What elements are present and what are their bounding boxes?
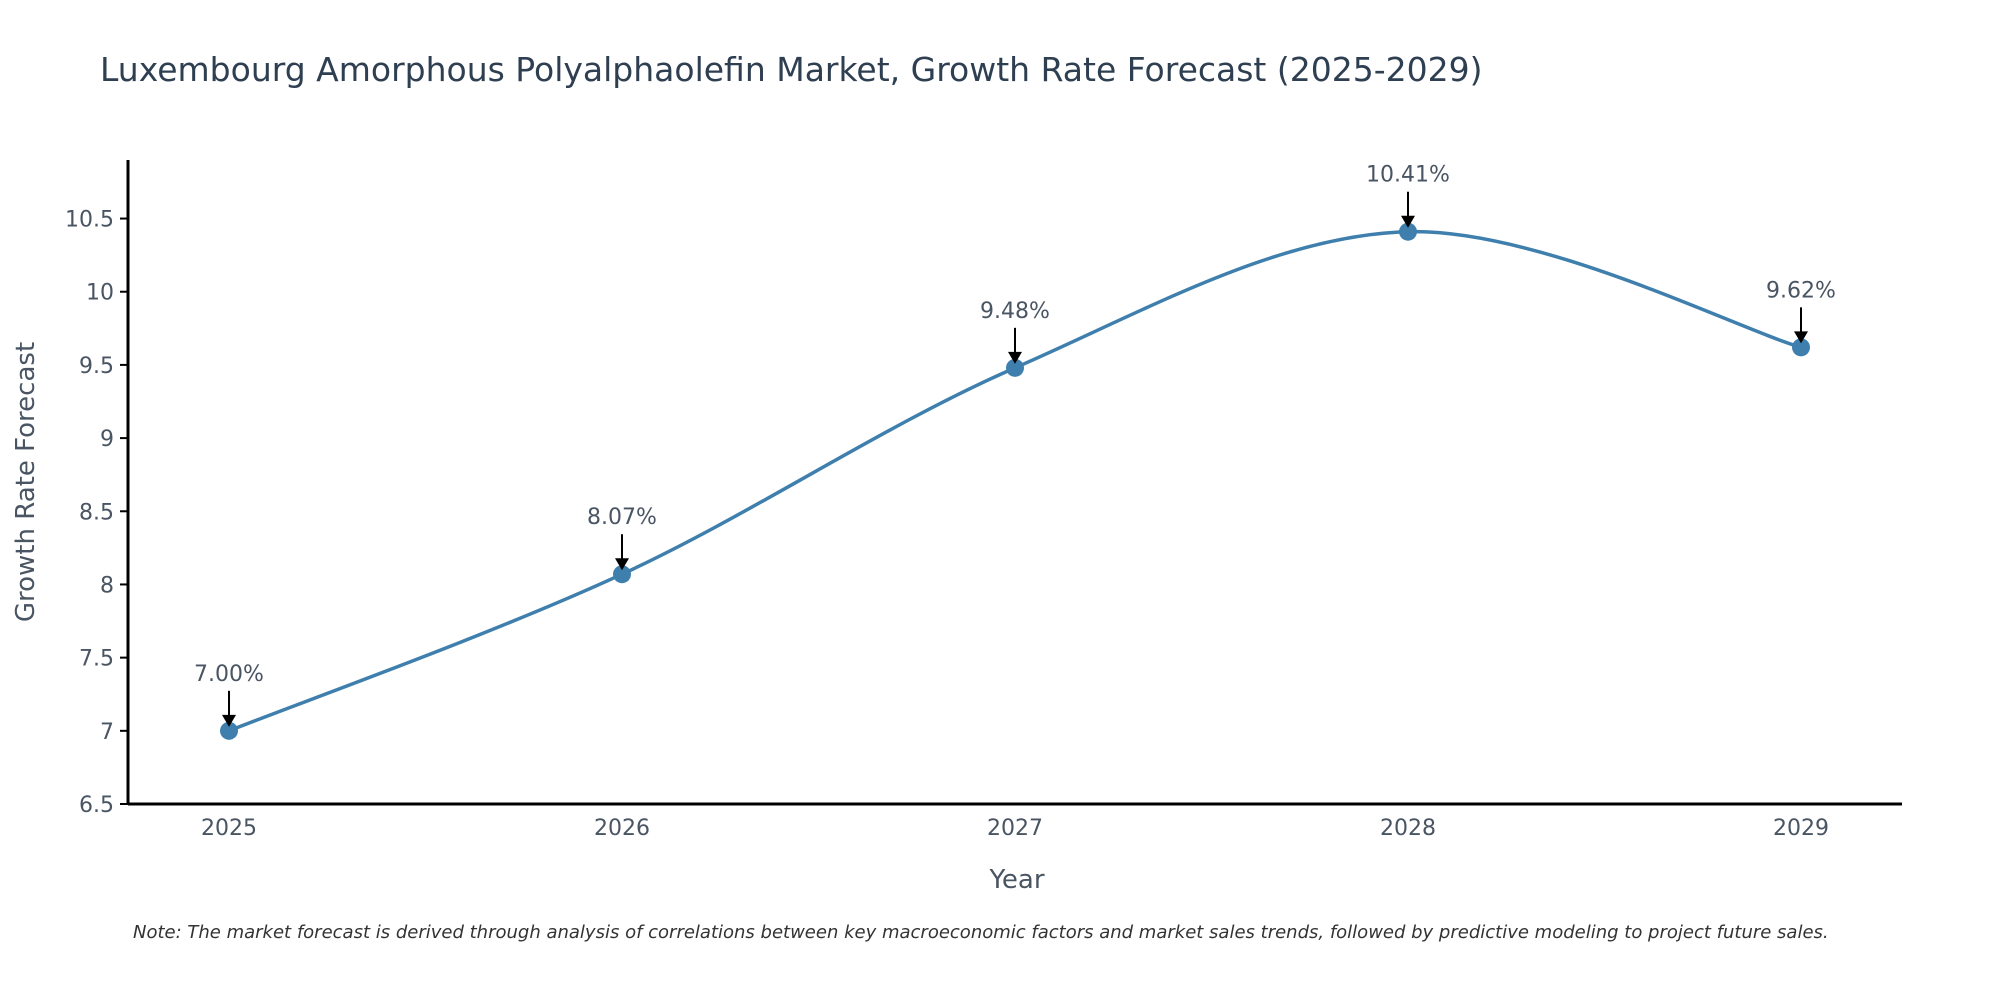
x-axis-title: Year xyxy=(988,865,1044,895)
annotation-arrow-head xyxy=(222,714,236,727)
y-tick-label: 7.5 xyxy=(79,647,114,672)
y-tick-label: 8 xyxy=(100,573,114,598)
data-points xyxy=(220,222,1810,740)
x-tick-label: 2027 xyxy=(987,816,1043,841)
data-point xyxy=(1399,222,1417,241)
data-label: 8.07% xyxy=(587,505,657,530)
y-tick-label: 9.5 xyxy=(79,354,114,379)
x-tick-label: 2026 xyxy=(594,816,650,841)
annotation-arrow-head xyxy=(615,558,629,571)
x-tick-labels: 2025 2026 2027 2028 2029 xyxy=(201,816,1829,841)
y-tick-label: 8.5 xyxy=(79,500,114,525)
data-label-annotations: 7.00% 8.07% 9.48% 10.41% 9.62% xyxy=(194,163,1836,727)
x-tick-label: 2029 xyxy=(1773,816,1829,841)
y-tick-label: 10 xyxy=(86,281,114,306)
axes xyxy=(126,160,1902,806)
x-tick-label: 2028 xyxy=(1380,816,1436,841)
y-tick-label: 7 xyxy=(100,720,114,745)
data-label: 9.62% xyxy=(1766,278,1836,303)
data-point xyxy=(1006,358,1024,377)
y-tick-labels: 6.5 7 7.5 8 8.5 9 9.5 10 10.5 xyxy=(65,208,128,818)
annotation-arrow-head xyxy=(1401,215,1415,228)
y-tick-label: 6.5 xyxy=(79,793,114,818)
data-point xyxy=(613,565,631,584)
annotation-arrow-head xyxy=(1794,331,1808,344)
annotation-arrow-head xyxy=(1008,351,1022,364)
data-point xyxy=(220,721,238,740)
y-axis-title: Growth Rate Forecast xyxy=(11,342,41,622)
footnote: Note: The market forecast is derived thr… xyxy=(133,922,1829,943)
chart-title: Luxembourg Amorphous Polyalphaolefin Mar… xyxy=(100,50,1483,89)
x-tick-label: 2025 xyxy=(201,816,257,841)
data-label: 10.41% xyxy=(1366,163,1450,188)
data-point xyxy=(1792,338,1810,357)
data-label: 9.48% xyxy=(980,299,1050,324)
y-tick-label: 10.5 xyxy=(65,208,114,233)
y-tick-label: 9 xyxy=(100,427,114,452)
data-label: 7.00% xyxy=(194,662,264,687)
